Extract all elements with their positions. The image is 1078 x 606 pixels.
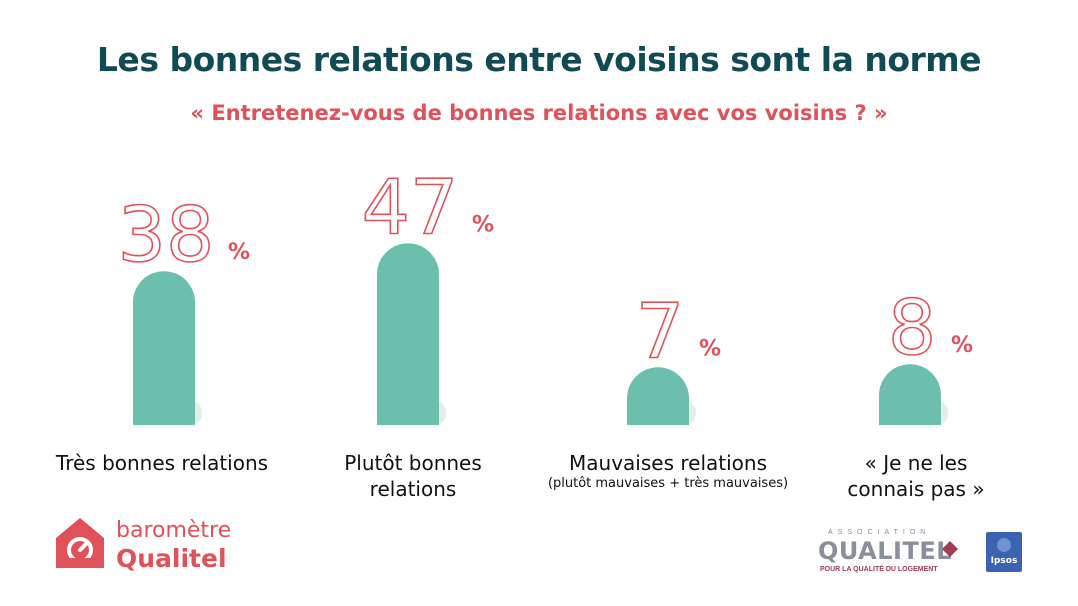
category-label-2-line1: Plutôt bonnes [344, 451, 482, 475]
barometre-label: baromètre [116, 518, 232, 543]
ipsos-label: Ipsos [990, 556, 1018, 566]
value-label-4: 8 [888, 283, 936, 372]
page-title: Les bonnes relations entre voisins sont … [96, 40, 982, 79]
qualitel-brand-label: Qualitel [116, 544, 227, 573]
category-label-1: Très bonnes relations [36, 450, 288, 476]
category-label-2: Plutôt bonnes relations [300, 450, 526, 502]
percent-sign-3: % [699, 336, 721, 361]
ipsos-logo: Ipsos [986, 532, 1022, 572]
category-label-2-line2: relations [369, 477, 457, 501]
bar-4 [879, 364, 941, 425]
bar-chart: 38 % 47 % 7% 8% [117, 162, 973, 425]
percent-sign-4: % [951, 333, 973, 358]
qualitel-tagline: POUR LA QUALITÉ DU LOGEMENT [820, 566, 938, 573]
percent-sign-1: % [228, 240, 250, 265]
bar-1 [133, 271, 195, 425]
association-label: ASSOCIATION [828, 529, 931, 536]
page-subtitle: « Entretenez-vous de bonnes relations av… [190, 101, 888, 125]
category-label-4-line2: connais pas » [847, 477, 985, 501]
association-qualitel-logo: ASSOCIATION QUALITEL POUR LA QUALITÉ DU … [818, 529, 968, 579]
value-label-1: 38 [118, 190, 215, 279]
category-label-3-text: Mauvaises relations [569, 451, 767, 475]
value-label-2: 47 [362, 162, 459, 251]
category-label-3-note: (plutôt mauvaises + très mauvaises) [547, 476, 789, 491]
category-label-3: Mauvaises relations (plutôt mauvaises + … [518, 450, 818, 492]
percent-sign-2: % [472, 212, 494, 237]
value-label-3: 7 [636, 286, 684, 375]
bar-3 [627, 367, 689, 425]
ipsos-mark-icon [997, 538, 1011, 552]
category-label-4-line1: « Je ne les [864, 451, 968, 475]
category-label-1-text: Très bonnes relations [55, 451, 269, 475]
category-label-4: « Je ne les connais pas » [818, 450, 1014, 502]
barometre-qualitel-logo: baromètre Qualitel [52, 514, 242, 576]
bar-2 [377, 243, 439, 425]
diamond-icon [942, 541, 958, 557]
house-gauge-icon [56, 518, 104, 568]
qualitel-name: QUALITEL [818, 537, 953, 565]
